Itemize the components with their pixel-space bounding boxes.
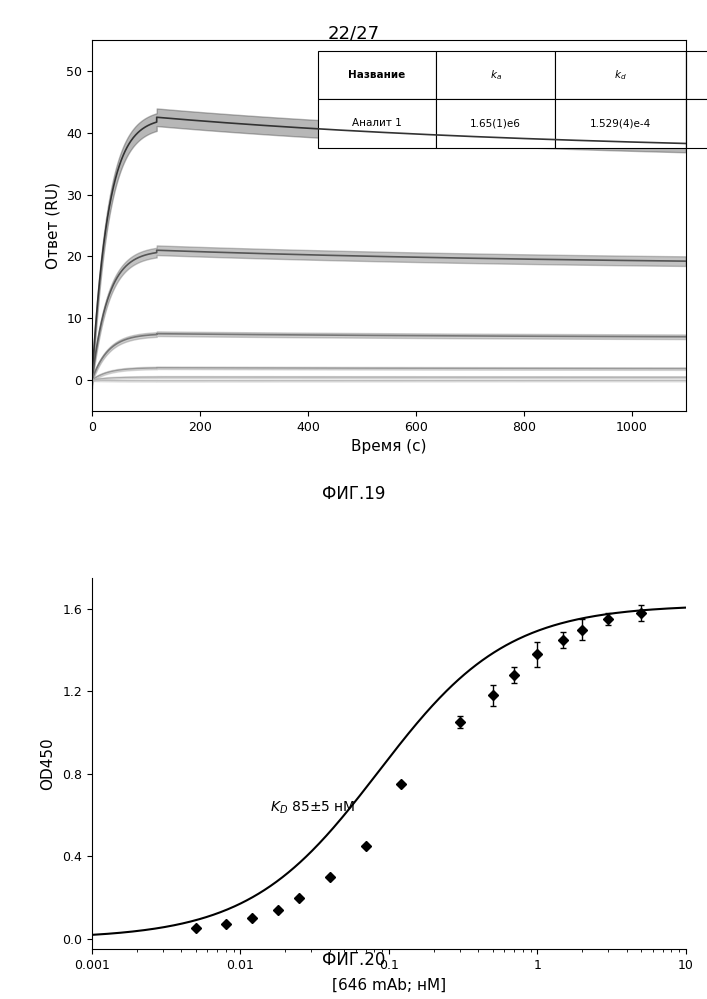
Text: 1.65(1)е6: 1.65(1)е6 bbox=[470, 119, 521, 129]
FancyBboxPatch shape bbox=[436, 51, 555, 99]
Text: 1.529(4)е-4: 1.529(4)е-4 bbox=[590, 119, 651, 129]
FancyBboxPatch shape bbox=[317, 51, 436, 99]
Text: ФИГ.19: ФИГ.19 bbox=[322, 485, 385, 502]
Text: 22/27: 22/27 bbox=[327, 25, 380, 43]
FancyBboxPatch shape bbox=[436, 99, 555, 148]
FancyBboxPatch shape bbox=[555, 51, 686, 99]
Text: Название: Название bbox=[349, 70, 406, 80]
Y-axis label: OD450: OD450 bbox=[40, 737, 55, 790]
Text: $k_a$: $k_a$ bbox=[490, 68, 502, 82]
Y-axis label: Ответ (RU): Ответ (RU) bbox=[46, 182, 61, 269]
FancyBboxPatch shape bbox=[686, 99, 707, 148]
FancyBboxPatch shape bbox=[686, 51, 707, 99]
Text: $k_d$: $k_d$ bbox=[614, 68, 627, 82]
FancyBboxPatch shape bbox=[317, 99, 436, 148]
Text: $K_D$ 85±5 нМ: $K_D$ 85±5 нМ bbox=[270, 800, 356, 816]
Text: Аналит 1: Аналит 1 bbox=[352, 119, 402, 129]
Text: ФИГ.20: ФИГ.20 bbox=[322, 951, 385, 969]
X-axis label: [646 mAb; нМ]: [646 mAb; нМ] bbox=[332, 977, 446, 992]
FancyBboxPatch shape bbox=[555, 99, 686, 148]
X-axis label: Время (с): Время (с) bbox=[351, 440, 426, 455]
